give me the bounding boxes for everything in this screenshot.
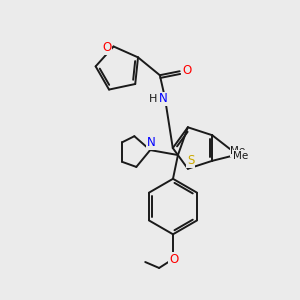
Text: N: N (158, 92, 167, 106)
Text: S: S (187, 154, 194, 167)
Text: O: O (182, 64, 191, 77)
Text: Me: Me (233, 151, 249, 161)
Text: O: O (102, 41, 111, 54)
Text: O: O (169, 253, 178, 266)
Text: N: N (147, 136, 156, 149)
Text: H: H (149, 94, 157, 104)
Text: Me: Me (230, 146, 246, 156)
